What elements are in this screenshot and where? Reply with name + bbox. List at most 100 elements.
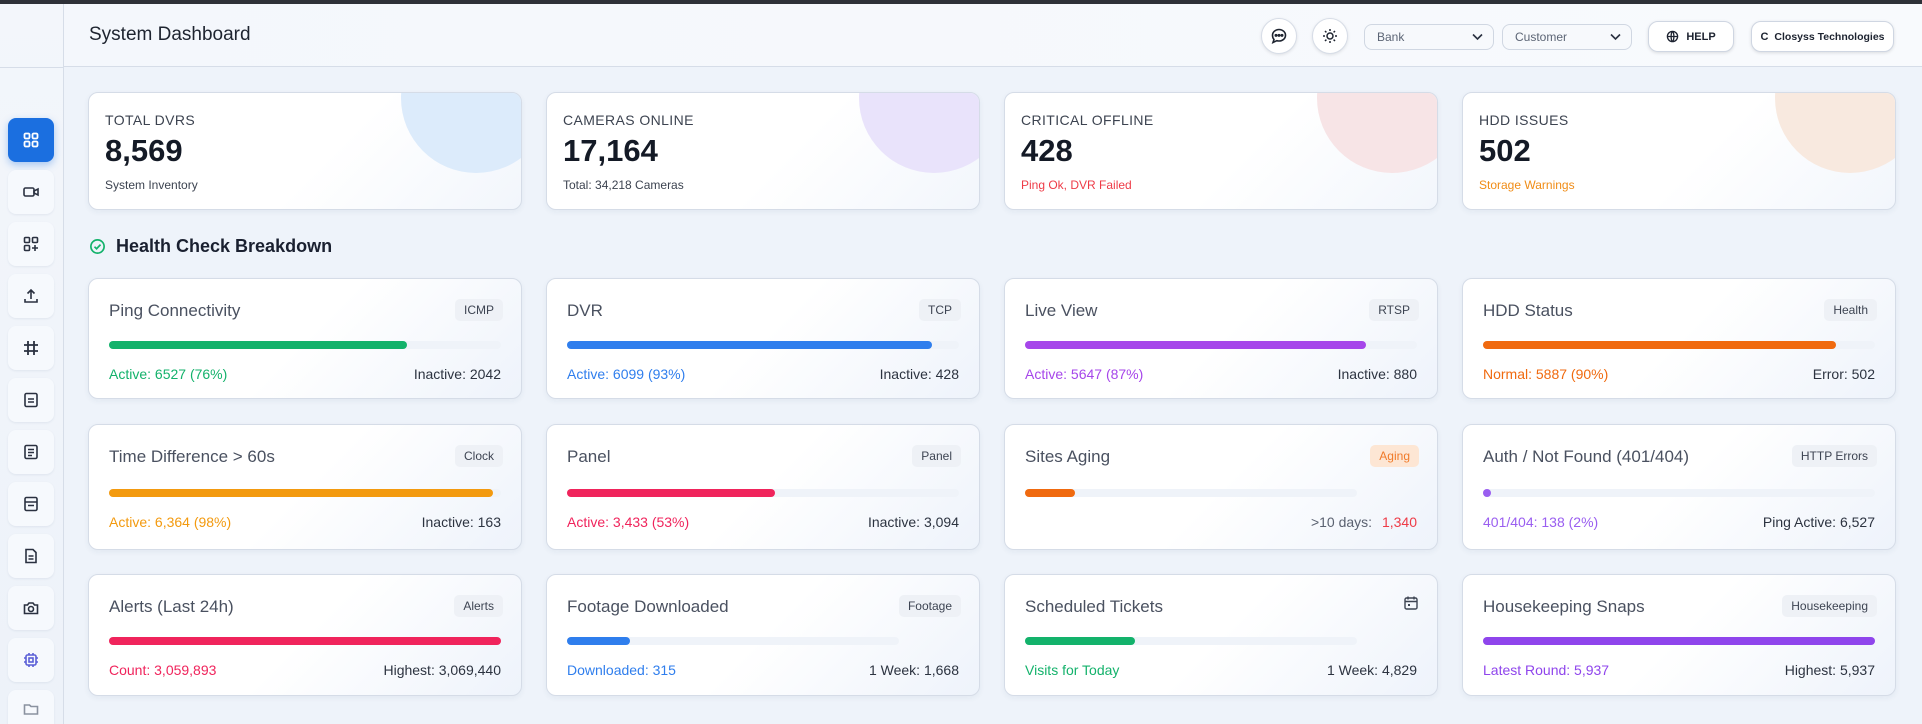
card-decoration bbox=[859, 93, 979, 173]
calendar-sheet-icon bbox=[24, 496, 38, 512]
stat-label: CRITICAL OFFLINE bbox=[1021, 112, 1154, 128]
health-card-primary: Latest Round: 5,937 bbox=[1483, 662, 1610, 678]
sidebar-item-upload[interactable] bbox=[8, 274, 54, 318]
health-card-primary: Active: 5647 (87%) bbox=[1025, 366, 1144, 382]
health-card-badge: HTTP Errors bbox=[1791, 445, 1877, 467]
health-card-title: DVR bbox=[567, 301, 603, 320]
health-card-live-view[interactable]: Live View RTSP Active: 5647 (87%) Inactive… bbox=[1004, 278, 1438, 399]
health-progress-fill bbox=[1025, 489, 1075, 497]
stat-value: 502 bbox=[1479, 133, 1531, 168]
health-progress-track bbox=[109, 489, 501, 497]
company-label: Closyss Technologies bbox=[1774, 30, 1885, 43]
health-card-secondary: Inactive: 3,094 bbox=[867, 514, 959, 530]
health-card-primary: Active: 6527 (76%) bbox=[109, 366, 228, 382]
health-card-secondary: Ping Active: 6,527 bbox=[1762, 514, 1875, 530]
bank-select-value: Bank bbox=[1377, 30, 1405, 44]
health-card-secondary: 1 Week: 1,668 bbox=[868, 662, 959, 678]
stat-label: TOTAL DVRS bbox=[105, 112, 196, 128]
section-title: Health Check Breakdown bbox=[116, 236, 333, 256]
sidebar-item-grid[interactable] bbox=[8, 326, 54, 370]
sidebar-item-snapshots[interactable] bbox=[8, 586, 54, 630]
report-icon bbox=[24, 392, 38, 408]
card-decoration bbox=[1317, 93, 1437, 173]
page-title: System Dashboard bbox=[89, 24, 251, 45]
sun-icon bbox=[1323, 29, 1337, 43]
stat-value: 428 bbox=[1021, 133, 1073, 168]
sidebar-item-dashboard[interactable] bbox=[8, 118, 54, 162]
sidebar-item-reports[interactable] bbox=[8, 378, 54, 422]
health-card-badge: Aging bbox=[1370, 445, 1419, 467]
stat-card-hdd-issues: HDD ISSUES 502 Storage Warnings bbox=[1462, 92, 1896, 210]
folder-icon bbox=[23, 704, 39, 715]
health-card-primary: Active: 6099 (93%) bbox=[567, 366, 686, 382]
stat-card-cameras-online: CAMERAS ONLINE 17,164 Total: 34,218 Came… bbox=[546, 92, 980, 210]
health-progress-fill bbox=[1483, 637, 1875, 645]
stat-card-critical-offline: CRITICAL OFFLINE 428 Ping Ok, DVR Failed bbox=[1004, 92, 1438, 210]
health-card-badge: Clock bbox=[454, 445, 503, 467]
stat-label: HDD ISSUES bbox=[1479, 112, 1569, 128]
health-card-panel[interactable]: Panel Panel Active: 3,433 (53%) Inactive: … bbox=[546, 424, 980, 550]
stat-value: 17,164 bbox=[563, 133, 658, 168]
chat-button[interactable] bbox=[1261, 18, 1297, 54]
stat-card-total-dvrs: TOTAL DVRS 8,569 System Inventory bbox=[88, 92, 522, 210]
help-button[interactable]: HELP bbox=[1648, 21, 1734, 52]
health-progress-fill bbox=[567, 489, 775, 497]
apps-add-icon bbox=[23, 236, 39, 252]
health-progress-track bbox=[1025, 637, 1357, 645]
top-header: System Dashboard Bank Customer HELP C Cl… bbox=[64, 4, 1922, 67]
health-card-alerts-last-24h[interactable]: Alerts (Last 24h) Alerts Count: 3,059,893… bbox=[88, 574, 522, 696]
sidebar-item-schedule[interactable] bbox=[8, 482, 54, 526]
health-progress-fill bbox=[1025, 341, 1367, 349]
health-progress-track bbox=[1483, 341, 1875, 349]
health-progress-track bbox=[567, 341, 959, 349]
bank-select[interactable]: Bank bbox=[1364, 24, 1494, 50]
health-progress-track bbox=[1025, 341, 1417, 349]
health-card-footage-downloaded[interactable]: Footage Downloaded Footage Downloaded: 31… bbox=[546, 574, 980, 696]
sidebar bbox=[0, 4, 64, 724]
health-card-time-difference-60s[interactable]: Time Difference > 60s Clock Active: 6,364… bbox=[88, 424, 522, 550]
health-card-sites-aging[interactable]: Sites Aging Aging >10 days: 1,340 bbox=[1004, 424, 1438, 550]
sidebar-item-documents[interactable] bbox=[8, 430, 54, 474]
health-card-housekeeping-snaps[interactable]: Housekeeping Snaps Housekeeping Latest Ro… bbox=[1462, 574, 1896, 696]
company-button[interactable]: C Closyss Technologies bbox=[1751, 21, 1894, 52]
health-card-auth-not-found-401-404[interactable]: Auth / Not Found (401/404) HTTP Errors 40… bbox=[1462, 424, 1896, 550]
sidebar-item-files[interactable] bbox=[8, 534, 54, 578]
sidebar-item-devices[interactable] bbox=[8, 638, 54, 682]
chip-icon bbox=[24, 653, 38, 667]
health-card-badge: Footage bbox=[898, 595, 961, 617]
health-progress-fill bbox=[1025, 637, 1135, 645]
stat-label: CAMERAS ONLINE bbox=[563, 112, 694, 128]
stat-subtitle: Storage Warnings bbox=[1479, 178, 1575, 192]
card-decoration bbox=[1775, 93, 1895, 173]
health-card-scheduled-tickets[interactable]: Scheduled Tickets Visits for Today 1 Week… bbox=[1004, 574, 1438, 696]
window-top-bar bbox=[0, 0, 1922, 4]
health-progress-fill bbox=[567, 637, 631, 645]
health-card-badge: TCP bbox=[919, 299, 961, 321]
health-card-title: Auth / Not Found (401/404) bbox=[1483, 447, 1690, 466]
health-progress-track bbox=[567, 637, 899, 645]
health-card-dvr[interactable]: DVR TCP Active: 6099 (93%) Inactive: 428 bbox=[546, 278, 980, 399]
help-label: HELP bbox=[1686, 30, 1716, 43]
card-decoration bbox=[401, 93, 521, 173]
sidebar-item-folders[interactable] bbox=[8, 690, 54, 724]
health-progress-track bbox=[109, 637, 501, 645]
health-card-primary: Active: 6,364 (98%) bbox=[109, 514, 232, 530]
health-progress-fill bbox=[1483, 341, 1836, 349]
health-card-ping-connectivity[interactable]: Ping Connectivity ICMP Active: 6527 (76%)… bbox=[88, 278, 522, 399]
health-card-title: Alerts (Last 24h) bbox=[109, 597, 234, 616]
customer-select[interactable]: Customer bbox=[1502, 24, 1632, 50]
health-card-secondary: >10 days: 1,340 bbox=[1311, 514, 1417, 530]
sidebar-item-apps[interactable] bbox=[8, 222, 54, 266]
health-card-badge: Panel bbox=[912, 445, 961, 467]
upload-icon bbox=[24, 288, 38, 303]
check-circle-icon bbox=[90, 239, 105, 254]
sidebar-logo-area bbox=[0, 4, 63, 68]
section-heading: Health Check Breakdown bbox=[89, 236, 332, 257]
health-card-hdd-status[interactable]: HDD Status Health Normal: 5887 (90%) Error… bbox=[1462, 278, 1896, 399]
theme-toggle-button[interactable] bbox=[1312, 18, 1348, 54]
health-progress-track bbox=[1025, 489, 1357, 497]
dashboard-grid-icon bbox=[23, 132, 39, 148]
health-card-secondary: Highest: 5,937 bbox=[1784, 662, 1875, 678]
sidebar-item-cameras[interactable] bbox=[8, 170, 54, 214]
health-card-secondary: 1 Week: 4,829 bbox=[1326, 662, 1417, 678]
